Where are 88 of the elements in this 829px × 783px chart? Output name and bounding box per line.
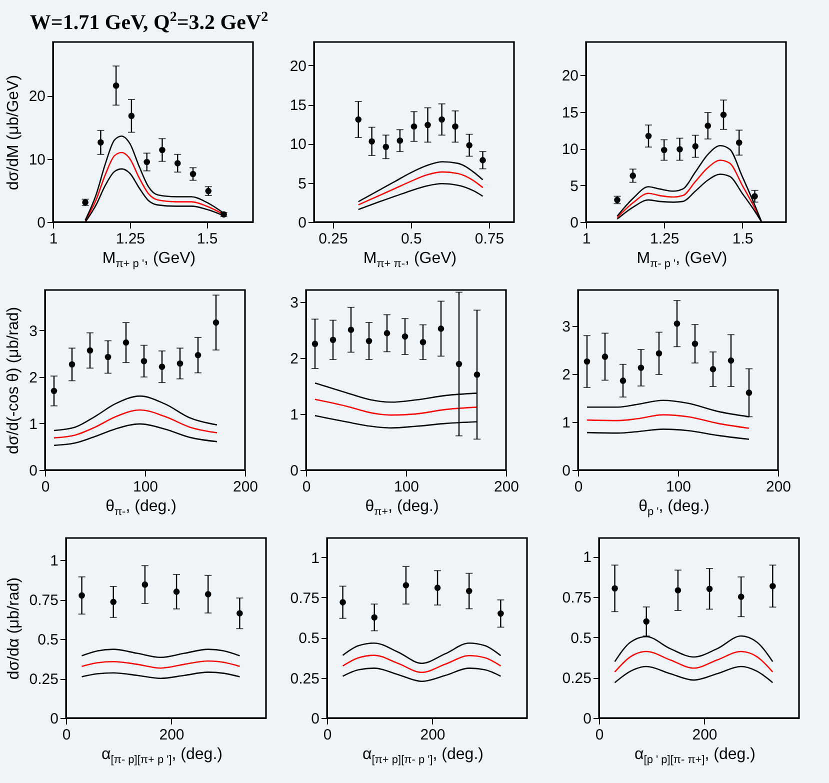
line-series (81, 660, 240, 669)
y-tick-label: 15 (562, 104, 578, 122)
y-tick-label: 1 (290, 406, 298, 424)
line-series (53, 395, 218, 432)
line-series (358, 183, 484, 210)
y-tick-label: 0.5 (570, 630, 592, 647)
y-tick-label: 0 (290, 462, 298, 480)
x-axis-title: α$_{[π+ p][π- p ']}$, (deg.) (362, 746, 484, 768)
y-tick-label: 1 (562, 414, 570, 432)
x-tick-label: 100 (394, 478, 420, 496)
y-tick-label: 20 (28, 88, 46, 106)
x-tick-label: 200 (766, 478, 792, 496)
line-series (358, 171, 484, 206)
line-series (81, 672, 240, 680)
line-series (53, 409, 218, 439)
line-series (586, 414, 750, 429)
x-axis-title: M$_{π+ p '}$, (GeV) (101, 250, 197, 272)
y-tick-label: 1 (311, 550, 320, 567)
y-tick-label: 0 (311, 710, 320, 728)
y-tick-label: 0.75 (29, 592, 58, 610)
y-tick-label: 15 (290, 97, 306, 114)
y-tick-label: 10 (290, 136, 306, 154)
y-tick-label: 0 (298, 214, 306, 232)
y-tick-label: 10 (28, 151, 46, 168)
x-tick-label: 200 (494, 478, 520, 496)
y-tick-label: 0.25 (290, 670, 320, 688)
y-tick-label: 1 (583, 549, 592, 566)
x-axis-title: M$_{π+ π-}$, (GeV) (362, 250, 458, 272)
x-tick-label: 1.5 (732, 230, 754, 248)
line-series (358, 161, 484, 202)
x-tick-label: 200 (692, 726, 718, 744)
y-tick-label: 1 (50, 552, 58, 570)
x-tick-label: 0.5 (400, 230, 422, 248)
x-axis-title: α$_{[π- p][π+ p ']}$, (deg.) (100, 746, 224, 768)
x-tick-label: 0.75 (474, 230, 504, 248)
line-series (81, 648, 240, 658)
x-tick-label: 100 (666, 478, 692, 496)
y-tick-label: 0 (29, 462, 38, 480)
y-tick-label: 0 (583, 710, 592, 728)
y-tick-label: 0 (570, 214, 578, 232)
line-series (342, 654, 502, 674)
y-tick-label: 0.5 (298, 630, 320, 648)
x-axis-title: M$_{π- p '}$, (GeV) (636, 250, 728, 272)
y-tick-label: 2 (562, 366, 570, 384)
y-tick-label: 0 (50, 710, 58, 728)
x-tick-label: 0 (62, 726, 71, 744)
y-tick-label: 0 (562, 462, 570, 480)
x-axis-title: α$_{[p ' p][π- π+]}$, (deg.) (634, 746, 756, 768)
line-series (342, 642, 502, 664)
line-series (342, 668, 502, 682)
y-tick-label: 2 (290, 350, 298, 368)
y-axis-title: dσ/dα (μb/rad) (5, 577, 22, 680)
x-tick-label: 200 (232, 478, 258, 496)
y-axis-title: dσ/dM (μb/GeV) (4, 74, 22, 190)
line-series (614, 650, 774, 673)
y-tick-label: 5 (570, 178, 578, 195)
x-tick-label: 0 (323, 726, 332, 744)
x-axis-title: θ$_{p '}$, (deg.) (638, 498, 710, 520)
chart-title: W=1.71 GeV, Q$^{2}$=3.2 GeV$^{2}$ (28, 9, 270, 36)
x-tick-label: 200 (420, 726, 446, 744)
y-tick-label: 5 (298, 175, 306, 192)
x-tick-label: 1.25 (650, 230, 680, 248)
y-tick-label: 20 (562, 68, 578, 85)
y-tick-label: 0.5 (38, 632, 58, 649)
y-tick-label: 20 (290, 58, 306, 75)
y-axis-title: dσ/d(-cos θ) (μb/rad) (5, 306, 22, 454)
y-tick-label: 0.25 (29, 671, 58, 688)
x-tick-label: 200 (159, 726, 184, 744)
x-tick-label: 1.25 (116, 230, 146, 248)
x-axis-title: θ$_{π+}$, (deg.) (364, 498, 440, 520)
y-tick-label: 0.75 (562, 589, 592, 606)
x-axis-title: θ$_{π-}$, (deg.) (104, 498, 178, 520)
line-series (614, 666, 774, 684)
y-tick-label: 3 (562, 318, 570, 336)
y-tick-label: 3 (290, 294, 298, 312)
line-series (314, 398, 478, 416)
y-tick-label: 0.75 (290, 590, 320, 607)
line-series (586, 428, 750, 440)
x-tick-label: 0 (595, 726, 604, 744)
y-tick-label: 0 (37, 214, 46, 232)
y-tick-label: 2 (29, 369, 38, 386)
line-series (53, 423, 218, 446)
x-tick-label: 1.5 (196, 230, 218, 248)
y-tick-label: 0.25 (562, 670, 592, 688)
y-tick-label: 1 (29, 416, 38, 433)
x-tick-label: 100 (132, 478, 158, 496)
y-tick-label: 10 (562, 141, 578, 158)
y-tick-label: 3 (29, 322, 38, 340)
